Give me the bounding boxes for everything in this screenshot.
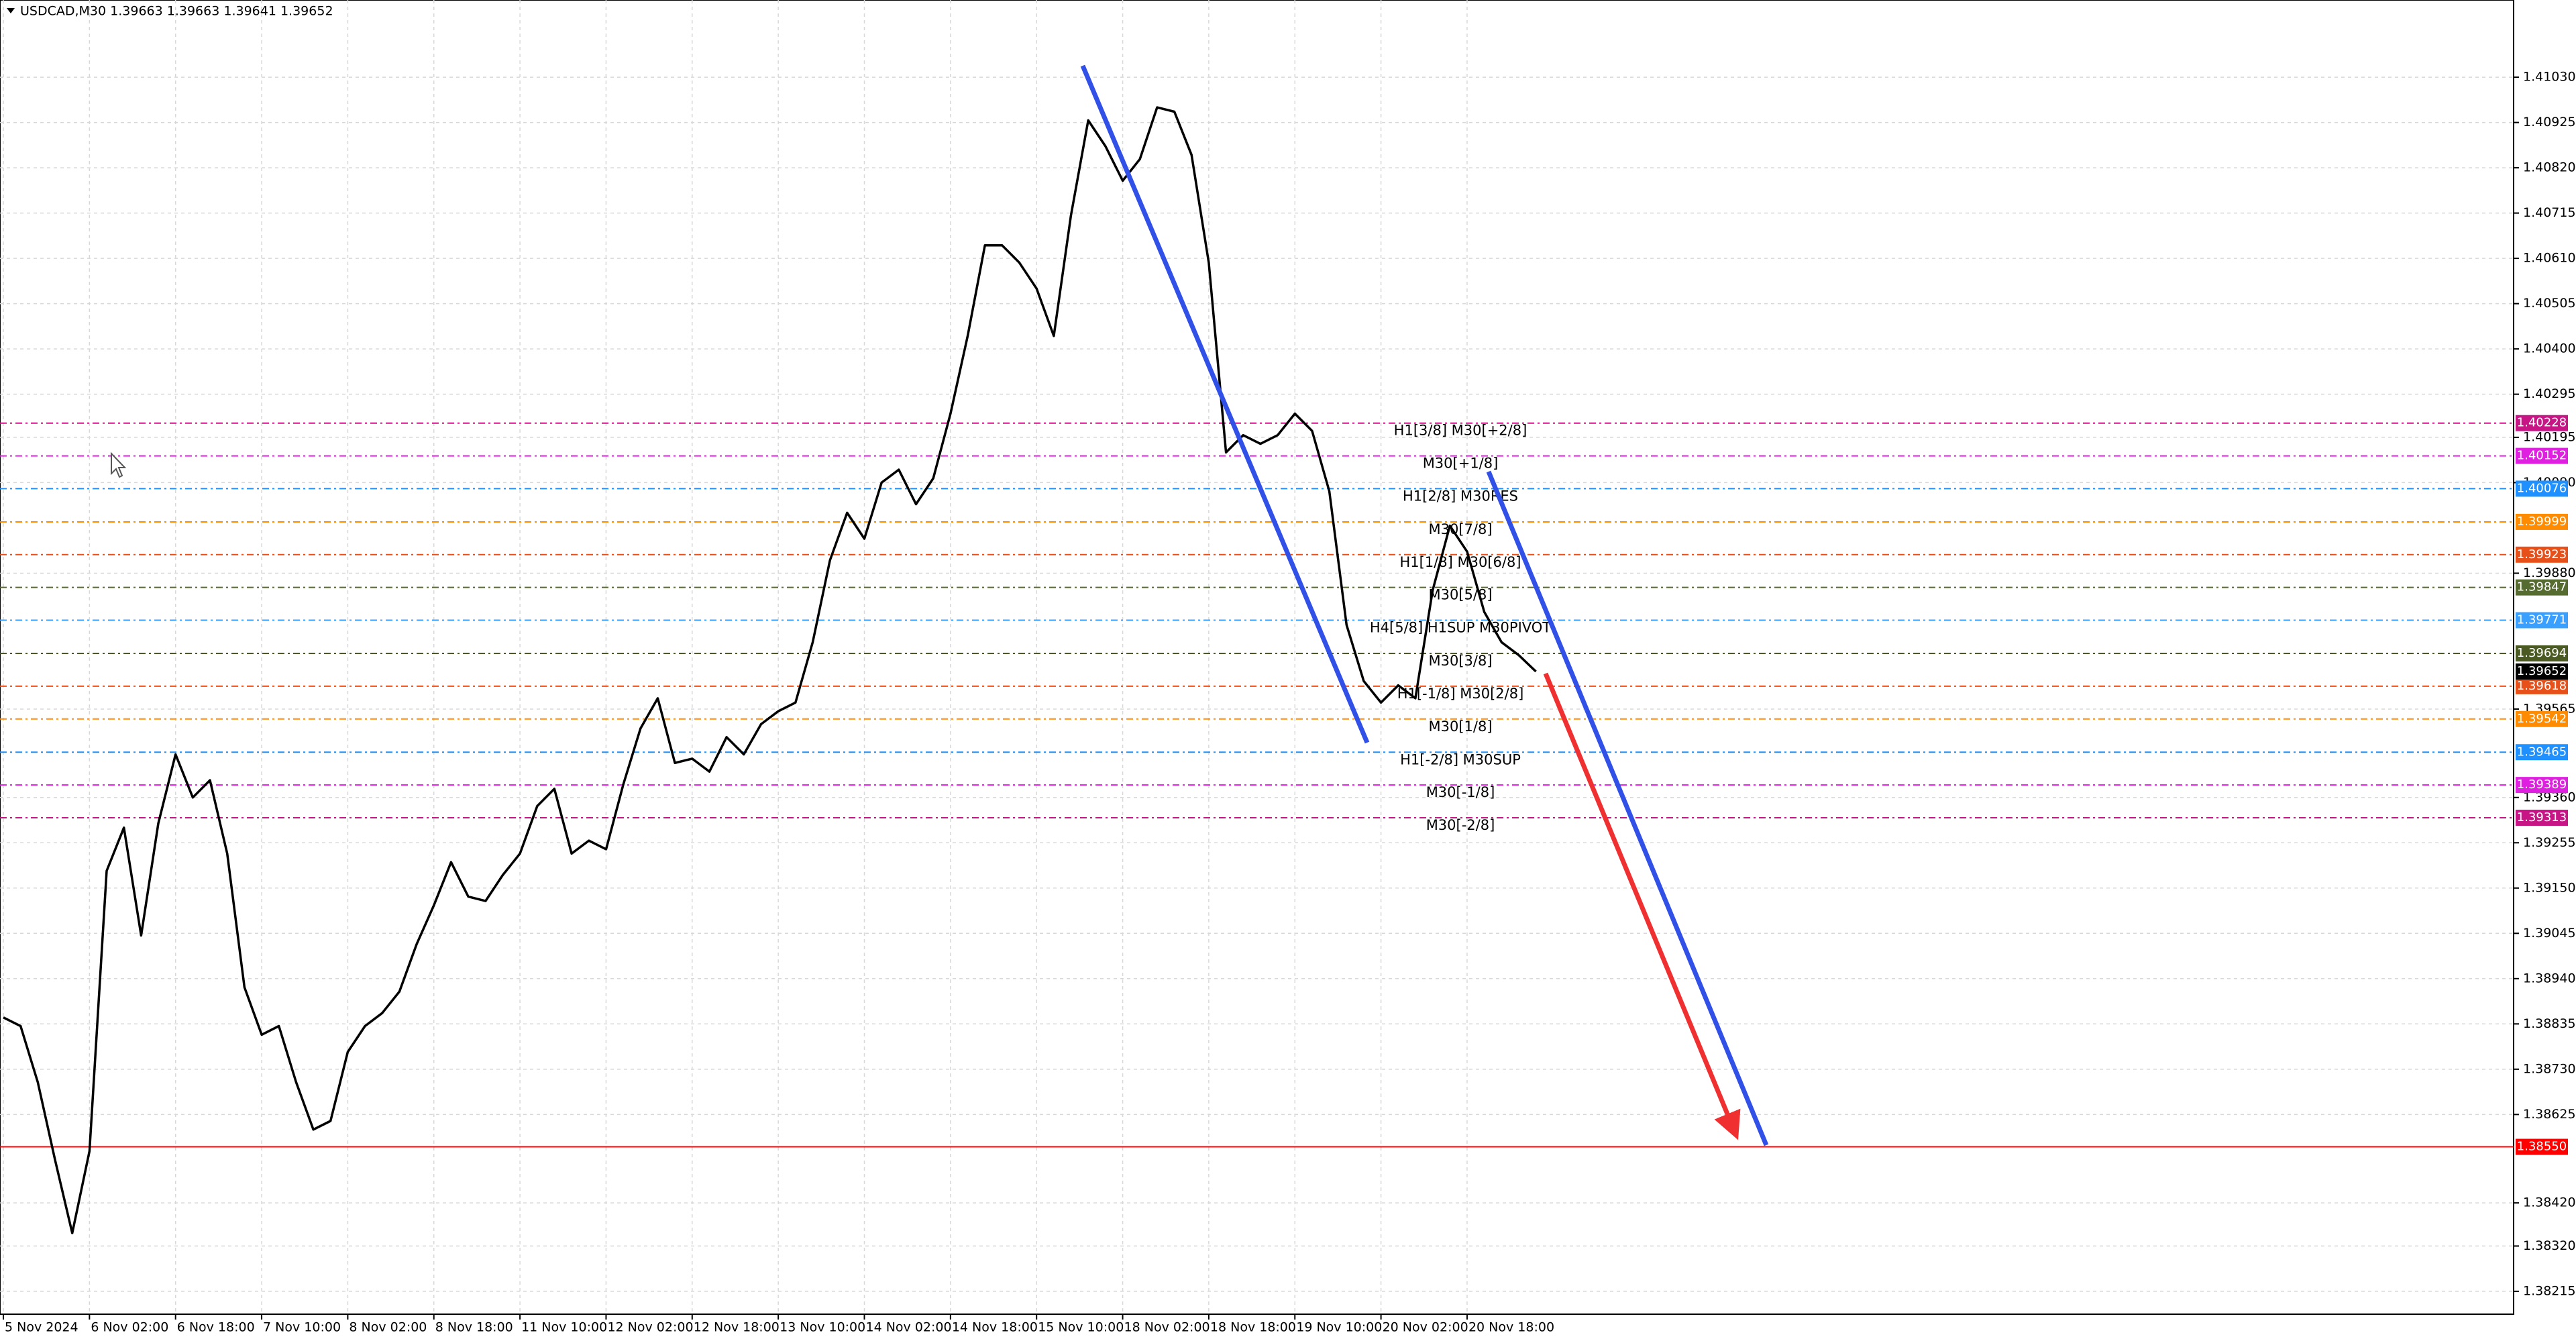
y-tick-label: 1.41030 xyxy=(2523,70,2576,85)
y-tick-label: 1.40925 xyxy=(2523,115,2576,129)
level-price-label: 1.39694 xyxy=(2517,646,2567,660)
y-tick-label: 1.39360 xyxy=(2523,790,2576,804)
y-tick-label: 1.39045 xyxy=(2523,926,2576,941)
level-price-box xyxy=(2516,710,2568,727)
x-tick-label: 7 Nov 10:00 xyxy=(263,1320,341,1335)
level-label: M30[7/8] xyxy=(1428,521,1492,537)
level-price-box xyxy=(2516,415,2568,431)
level-label: H4[5/8] H1SUP M30PIVOT xyxy=(1370,620,1551,636)
level-price-label: 1.39999 xyxy=(2517,515,2567,529)
level-price-label: 1.40076 xyxy=(2517,481,2567,495)
plot-area xyxy=(0,0,2514,1315)
axes: 1.41030 1.40925 1.40820 1.40715 1.40610 1.405… xyxy=(3,70,2576,1335)
level-price-box xyxy=(2516,513,2568,530)
level-price-label: 1.39389 xyxy=(2517,778,2567,792)
level-price-box xyxy=(2516,447,2568,464)
level-price-label: 1.40228 xyxy=(2517,416,2567,430)
level-label: M30[3/8] xyxy=(1428,653,1492,669)
chart-title: USDCAD,M30 1.39663 1.39663 1.39641 1.396… xyxy=(20,4,333,19)
level-label: M30[5/8] xyxy=(1428,587,1492,603)
level-label: H1[3/8] M30[+2/8] xyxy=(1394,423,1527,439)
levels: H1[3/8] M30[+2/8]M30[+1/8]H1[2/8] M30RES… xyxy=(0,422,2514,1148)
price-line xyxy=(3,106,1537,1234)
y-tick-label: 1.40505 xyxy=(2523,296,2576,311)
level-label: H1[1/8] M30[6/8] xyxy=(1399,554,1521,570)
x-tick-label: 14 Nov 02:00 xyxy=(866,1320,952,1335)
level-price-box xyxy=(2516,645,2568,662)
x-tick-label: 8 Nov 02:00 xyxy=(349,1320,427,1335)
x-tick-label: 18 Nov 02:00 xyxy=(1124,1320,1210,1335)
level-price-box xyxy=(2516,480,2568,497)
level-price-label: 1.39313 xyxy=(2517,810,2567,824)
level-label: M30[-2/8] xyxy=(1426,817,1495,833)
level-price-box xyxy=(2516,744,2568,761)
y-tick-label: 1.38215 xyxy=(2523,1283,2576,1298)
y-tick-label: 1.38625 xyxy=(2523,1107,2576,1122)
x-tick-label: 20 Nov 18:00 xyxy=(1468,1320,1554,1335)
y-tick-label: 1.39150 xyxy=(2523,880,2576,895)
level-price-label: 1.39465 xyxy=(2517,745,2567,759)
x-tick-label: 12 Nov 02:00 xyxy=(607,1320,693,1335)
level-price-label: 1.39847 xyxy=(2517,580,2567,594)
level-label: M30[+1/8] xyxy=(1423,456,1499,472)
trend-line xyxy=(1080,64,1370,744)
x-tick-label: 8 Nov 18:00 xyxy=(435,1320,513,1335)
current-price-box xyxy=(2516,663,2568,680)
grid xyxy=(0,0,2514,1314)
menu-triangle xyxy=(7,8,15,13)
level-price-label: 1.40152 xyxy=(2517,449,2567,463)
y-tick-label: 1.40715 xyxy=(2523,205,2576,220)
forecast-arrow xyxy=(1543,672,1741,1140)
y-tick-label: 1.40820 xyxy=(2523,160,2576,175)
y-tick-label: 1.40610 xyxy=(2523,251,2576,266)
level-label: M30[1/8] xyxy=(1428,718,1492,735)
trend-lines xyxy=(1080,64,1769,1146)
y-tick-label: 1.38835 xyxy=(2523,1016,2576,1031)
x-tick-label: 20 Nov 02:00 xyxy=(1383,1320,1468,1335)
y-tick-label: 1.40400 xyxy=(2523,341,2576,356)
level-price-label: 1.39542 xyxy=(2517,712,2567,726)
x-tick-label: 11 Nov 10:00 xyxy=(521,1320,607,1335)
y-tick-label: 1.39880 xyxy=(2523,566,2576,580)
x-tick-label: 6 Nov 18:00 xyxy=(177,1320,255,1335)
y-tick-label: 1.38420 xyxy=(2523,1195,2576,1210)
level-price-box xyxy=(2516,678,2568,694)
current-price-label: 1.39652 xyxy=(2517,664,2567,678)
trend-line xyxy=(1486,470,1769,1146)
level-label: H1[-1/8] M30[2/8] xyxy=(1397,686,1524,702)
level-price-box xyxy=(2516,777,2568,794)
x-tick-label: 19 Nov 10:00 xyxy=(1296,1320,1382,1335)
x-tick-label: 13 Nov 10:00 xyxy=(780,1320,865,1335)
level-price-box xyxy=(2516,1138,2568,1155)
level-label: M30[-1/8] xyxy=(1426,784,1495,800)
y-tick-label: 1.39255 xyxy=(2523,835,2576,850)
level-price-box xyxy=(2516,579,2568,596)
mouse-cursor xyxy=(111,451,127,478)
level-price-box xyxy=(2516,612,2568,629)
y-tick-label: 1.38940 xyxy=(2523,971,2576,985)
level-price-label: 1.39618 xyxy=(2517,679,2567,693)
level-label: H1[-2/8] M30SUP xyxy=(1400,751,1521,767)
y-tick-label: 1.40195 xyxy=(2523,429,2576,444)
y-tick-label: 1.38320 xyxy=(2523,1238,2576,1253)
level-price-label: 1.39771 xyxy=(2517,613,2567,627)
series xyxy=(3,106,1537,1234)
x-tick-label: 18 Nov 18:00 xyxy=(1210,1320,1296,1335)
y-tick-label: 1.40295 xyxy=(2523,386,2576,401)
x-tick-label: 5 Nov 2024 xyxy=(5,1320,78,1335)
x-tick-label: 14 Nov 18:00 xyxy=(952,1320,1038,1335)
x-tick-label: 12 Nov 18:00 xyxy=(694,1320,780,1335)
x-tick-label: 6 Nov 02:00 xyxy=(91,1320,168,1335)
y-tick-label: 1.38730 xyxy=(2523,1061,2576,1076)
x-tick-label: 15 Nov 10:00 xyxy=(1038,1320,1124,1335)
level-price-box xyxy=(2516,809,2568,826)
level-price-label: 1.38550 xyxy=(2517,1140,2567,1154)
level-price-label: 1.39923 xyxy=(2517,547,2567,561)
level-price-box xyxy=(2516,546,2568,563)
